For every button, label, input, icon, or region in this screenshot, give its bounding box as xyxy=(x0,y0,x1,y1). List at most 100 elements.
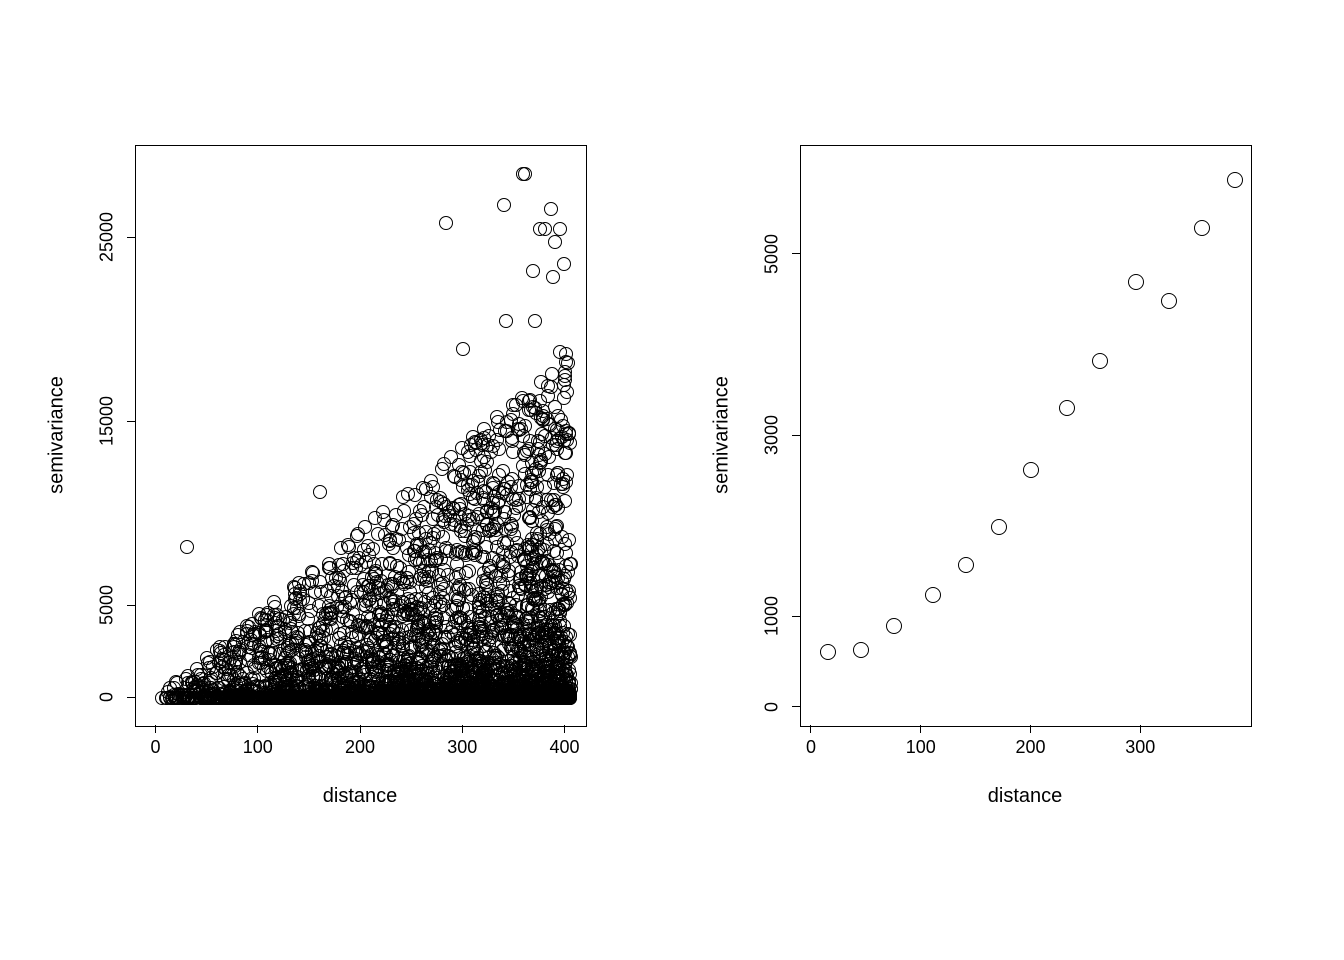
data-point xyxy=(439,544,453,558)
ytick-label: 1000 xyxy=(762,596,783,636)
data-point xyxy=(1194,220,1210,236)
data-point xyxy=(528,314,542,328)
data-point xyxy=(544,202,558,216)
ytick-mark xyxy=(792,616,800,617)
plot-area-left xyxy=(135,145,587,727)
data-point xyxy=(560,385,574,399)
xtick-mark xyxy=(360,725,361,733)
data-point xyxy=(531,609,545,623)
data-point xyxy=(467,543,481,557)
data-point xyxy=(363,672,377,686)
data-point xyxy=(432,568,446,582)
data-point xyxy=(439,216,453,230)
data-point xyxy=(562,533,576,547)
data-point xyxy=(436,598,450,612)
data-point xyxy=(390,559,404,573)
data-point xyxy=(490,689,504,703)
data-point xyxy=(456,652,470,666)
data-point xyxy=(241,640,255,654)
data-point xyxy=(387,620,401,634)
data-point xyxy=(452,567,466,581)
data-point xyxy=(247,691,261,705)
data-point xyxy=(500,488,514,502)
data-point xyxy=(555,574,569,588)
data-point xyxy=(478,463,492,477)
data-point xyxy=(413,602,427,616)
data-point xyxy=(958,557,974,573)
ylabel: semivariance xyxy=(711,376,734,494)
data-point xyxy=(498,505,512,519)
data-point xyxy=(1059,400,1075,416)
data-point xyxy=(536,409,550,423)
data-point xyxy=(347,551,361,565)
data-point xyxy=(371,527,385,541)
ylabel: semivariance xyxy=(46,376,69,494)
data-point xyxy=(281,656,295,670)
data-point xyxy=(534,685,548,699)
data-point xyxy=(413,677,427,691)
data-point xyxy=(413,538,427,552)
data-point xyxy=(283,637,297,651)
data-point xyxy=(306,566,320,580)
data-point xyxy=(419,525,433,539)
data-point xyxy=(386,649,400,663)
data-point xyxy=(208,687,222,701)
data-point xyxy=(221,691,235,705)
plot-area-right xyxy=(800,145,1252,727)
data-point xyxy=(466,691,480,705)
ytick-label: 0 xyxy=(97,692,118,702)
data-point xyxy=(1023,462,1039,478)
data-point xyxy=(991,519,1007,535)
data-point xyxy=(530,532,544,546)
xlabel: distance xyxy=(988,785,1063,808)
data-point xyxy=(518,625,532,639)
xtick-label: 300 xyxy=(1125,737,1155,758)
data-point xyxy=(404,662,418,676)
data-point xyxy=(247,658,261,672)
data-point xyxy=(561,685,575,699)
ytick-label: 5000 xyxy=(97,585,118,625)
data-point xyxy=(518,167,532,181)
data-point xyxy=(502,632,516,646)
data-point xyxy=(553,222,567,236)
data-point xyxy=(313,485,327,499)
data-point xyxy=(429,500,443,514)
data-point xyxy=(552,639,566,653)
data-point xyxy=(492,468,506,482)
data-point xyxy=(380,684,394,698)
data-point xyxy=(510,536,524,550)
data-point xyxy=(512,691,526,705)
xtick-mark xyxy=(257,725,258,733)
data-point xyxy=(200,651,214,665)
data-point xyxy=(539,578,553,592)
data-point xyxy=(514,582,528,596)
data-point xyxy=(359,599,373,613)
data-point xyxy=(548,235,562,249)
data-point xyxy=(563,557,577,571)
data-point xyxy=(531,442,545,456)
data-point xyxy=(496,577,510,591)
data-point xyxy=(511,549,525,563)
ytick-label: 25000 xyxy=(97,212,118,262)
xtick-mark xyxy=(1140,725,1141,733)
xtick-label: 400 xyxy=(550,737,580,758)
data-point xyxy=(362,548,376,562)
data-point xyxy=(526,264,540,278)
data-point xyxy=(419,691,433,705)
data-point xyxy=(190,662,204,676)
data-point xyxy=(559,347,573,361)
data-point xyxy=(375,557,389,571)
xtick-mark xyxy=(155,725,156,733)
data-point xyxy=(391,666,405,680)
xtick-mark xyxy=(564,725,565,733)
data-point xyxy=(400,541,414,555)
data-point xyxy=(438,630,452,644)
data-point xyxy=(260,613,274,627)
data-point xyxy=(925,587,941,603)
data-point xyxy=(465,478,479,492)
data-point xyxy=(326,666,340,680)
xtick-label: 100 xyxy=(906,737,936,758)
data-point xyxy=(463,676,477,690)
xtick-label: 100 xyxy=(243,737,273,758)
data-point xyxy=(505,472,519,486)
